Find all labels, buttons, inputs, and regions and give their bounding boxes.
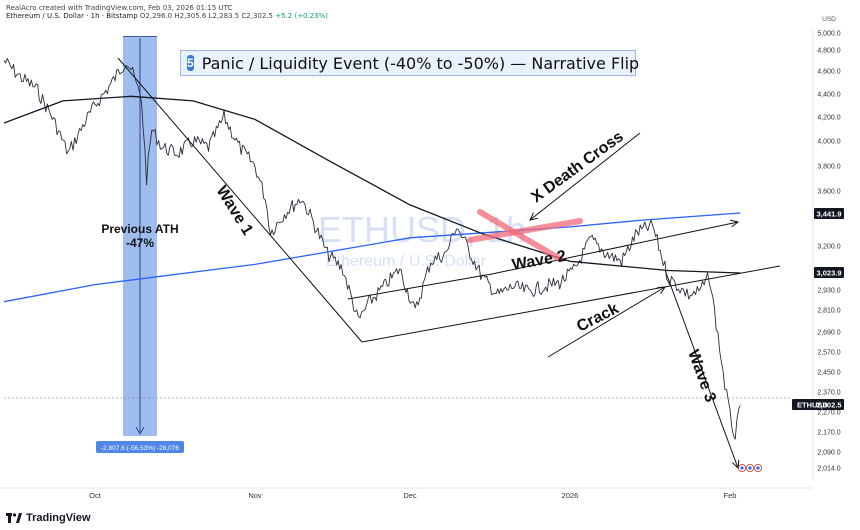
price-tick-label: 2,090.0 <box>817 450 840 457</box>
time-tick-label: Feb <box>724 491 737 500</box>
time-tick-label: 2026 <box>562 491 579 500</box>
crack-label: Crack <box>574 300 621 335</box>
watermark-name: Ethereum / U.S. Dollar <box>326 253 487 270</box>
narrative-banner: 5 Panic / Liquidity Event (-40% to -50%)… <box>180 50 639 76</box>
channel-lower-line <box>361 265 781 343</box>
ethusd-price-line <box>3 57 741 440</box>
event-flag-icon <box>748 466 752 470</box>
credit-text: RealAcro created with TradingView.com, F… <box>6 4 233 12</box>
wave3-line <box>664 269 739 469</box>
footer-branding: TradingView <box>6 512 91 524</box>
ath-drawdown-label: -47% <box>126 236 154 250</box>
ma-upper-tag: 3,441.9 <box>816 210 841 219</box>
watermark: ETHUSD, 1h Ethereum / U.S. Dollar <box>318 209 526 270</box>
time-axis[interactable]: Oct Nov Dec 2026 Feb <box>0 487 812 500</box>
drawings-layer <box>4 57 790 472</box>
symbol-text: Ethereum / U.S. Dollar · 1h · Bitstamp <box>6 12 138 20</box>
ma-upper-tag-bg <box>814 208 844 219</box>
death-cross-arrowhead <box>529 212 538 221</box>
death-cross-arrow-line <box>529 132 641 221</box>
price-tick-label: 4,400.0 <box>817 92 840 99</box>
previous-ath-label: Previous ATH <box>101 222 178 236</box>
price-tick-label: 4,000.0 <box>817 139 840 146</box>
previous-ath-box <box>123 36 157 436</box>
chart-header: RealAcro created with TradingView.com, F… <box>6 4 328 20</box>
price-tick-label: 3,600.0 <box>817 189 840 196</box>
watermark-ticker: ETHUSD, 1h <box>318 209 526 250</box>
last-price-tag: 2,302.5 <box>816 401 841 410</box>
wave3-label: Wave 3 <box>684 348 719 405</box>
price-tick-label: 2,270.0 <box>817 410 840 417</box>
price-tags: 3,441.9 3,023.9 ETHUSD 2,302.5 <box>792 208 844 410</box>
price-tick-label: 4,600.0 <box>817 69 840 76</box>
wave2-support-line <box>347 273 493 300</box>
price-tick-label: 2,810.0 <box>817 308 840 315</box>
price-tick-label: 2,690.0 <box>817 330 840 337</box>
price-tick-label: 2,930.0 <box>817 288 840 295</box>
price-axis[interactable]: USD 2,014.0 2,090.0 2,170.0 2,270.0 2,370.0 2,… <box>812 16 841 480</box>
wave2-label: Wave 2 <box>511 248 568 274</box>
price-tick-label: 2,450.0 <box>817 370 840 377</box>
currency-label: USD <box>822 16 836 23</box>
price-tick-label: 2,570.0 <box>817 350 840 357</box>
symbol-tag-bg <box>792 399 844 410</box>
price-tick-label: 4,200.0 <box>817 115 840 122</box>
price-tick-label: 5,000.0 <box>817 31 840 38</box>
channel-upper-arrowhead <box>730 219 740 228</box>
death-cross-mark-stroke-a <box>467 218 583 243</box>
wave1-trend-line <box>117 57 363 343</box>
crack-arrow-line <box>547 286 666 358</box>
price-tick-label: 3,800.0 <box>817 164 840 171</box>
change-text: +5.2 (+0.23%) <box>275 12 329 20</box>
measure-label: -2,807.6 (-56.53%) -28,076 <box>101 445 179 452</box>
wave3-arrowhead <box>731 459 740 470</box>
crack-arrowhead <box>656 286 666 294</box>
price-tick-label: 3,200.0 <box>817 244 840 251</box>
death-cross-label: X Death Cross <box>528 128 627 206</box>
brand-name: TradingView <box>26 512 91 524</box>
time-tick-label: Dec <box>403 491 417 500</box>
time-tick-label: Oct <box>89 491 102 500</box>
price-tick-label: 2,370.0 <box>817 390 840 397</box>
symbol-tag: ETHUSD <box>797 401 828 410</box>
price-tick-label: 2,014.0 <box>817 466 840 473</box>
time-tick-label: Nov <box>248 491 262 500</box>
ma-blue-line <box>3 212 741 303</box>
price-tick-label: 2,170.0 <box>817 430 840 437</box>
measure-tag: -2,807.6 (-56.53%) -28,076 <box>96 441 184 453</box>
step-number-badge: 5 <box>187 55 194 71</box>
event-flag-icon <box>740 466 744 470</box>
ma-black-line <box>3 95 741 274</box>
ohlc-text: O2,296.0 H2,305.6 L2,283.5 C2,302.5 <box>139 12 273 20</box>
ma-lower-tag-bg <box>814 267 844 278</box>
ma-lower-tag: 3,023.9 <box>816 269 841 278</box>
event-flag-icon <box>756 466 760 470</box>
channel-upper-line <box>491 221 739 275</box>
death-cross-mark-stroke-b <box>477 209 563 262</box>
banner-title: Panic / Liquidity Event (-40% to -50%) —… <box>201 53 640 73</box>
tradingview-logo-icon <box>6 513 22 523</box>
series-layer <box>3 57 741 440</box>
price-tick-label: 4,800.0 <box>817 48 840 55</box>
ath-measure-arrowhead <box>135 426 145 435</box>
